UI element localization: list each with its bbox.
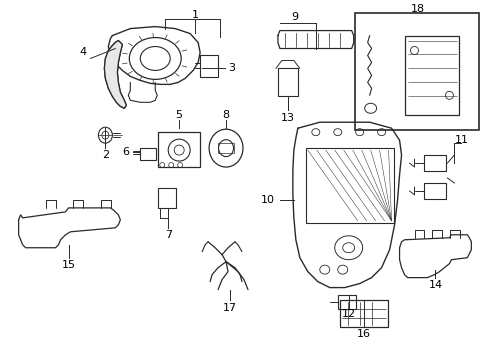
Text: 17: 17 xyxy=(223,302,237,312)
Text: 18: 18 xyxy=(411,4,424,14)
Text: 15: 15 xyxy=(62,260,75,270)
Bar xyxy=(405,36,460,115)
Text: 2: 2 xyxy=(102,150,109,160)
Text: 14: 14 xyxy=(428,280,442,289)
Bar xyxy=(424,183,446,199)
Bar xyxy=(200,55,218,77)
Text: 13: 13 xyxy=(281,113,295,123)
Polygon shape xyxy=(104,41,126,108)
Bar xyxy=(278,68,298,96)
Bar xyxy=(158,132,200,167)
Text: 10: 10 xyxy=(261,195,275,205)
Bar xyxy=(158,188,176,208)
Text: 11: 11 xyxy=(454,135,468,145)
Bar xyxy=(140,148,156,160)
Text: 1: 1 xyxy=(192,10,198,20)
Text: 9: 9 xyxy=(291,12,298,22)
Bar xyxy=(306,148,393,223)
Bar xyxy=(338,294,356,310)
Text: 7: 7 xyxy=(165,230,172,240)
Text: 16: 16 xyxy=(357,329,370,339)
Text: 3: 3 xyxy=(228,63,236,73)
Text: 8: 8 xyxy=(222,110,230,120)
Text: 5: 5 xyxy=(176,110,183,120)
Bar xyxy=(355,13,479,130)
Text: 12: 12 xyxy=(342,310,356,319)
Bar xyxy=(424,155,446,171)
Text: 4: 4 xyxy=(80,48,87,58)
Text: 6: 6 xyxy=(122,147,129,157)
Bar xyxy=(340,300,388,328)
Bar xyxy=(218,143,234,153)
